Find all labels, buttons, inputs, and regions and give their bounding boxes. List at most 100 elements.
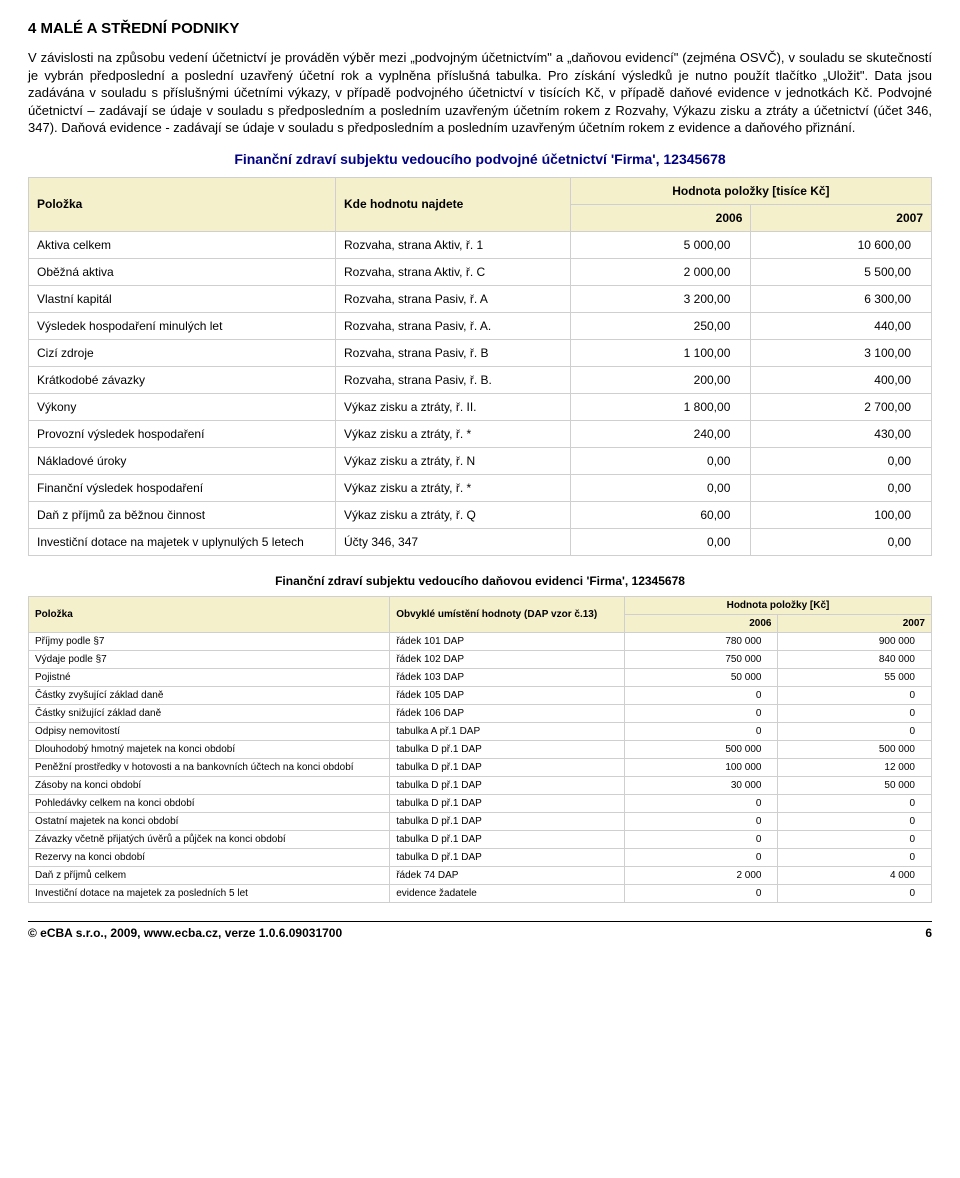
table-row: Částky snižující základ daněřádek 106 DA…: [29, 704, 932, 722]
table-row: Investiční dotace na majetek za poslední…: [29, 884, 932, 902]
t1-cell-v1: 60,00: [570, 501, 751, 528]
t2-cell-v1: 0: [624, 704, 778, 722]
t1-cell-v2: 440,00: [751, 312, 932, 339]
t2-cell-p: Pojistné: [29, 668, 390, 686]
t2-h-y2: 2007: [778, 614, 932, 632]
table-row: Aktiva celkemRozvaha, strana Aktiv, ř. 1…: [29, 231, 932, 258]
t2-cell-p: Částky zvyšující základ daně: [29, 686, 390, 704]
t1-h-hodnota: Hodnota položky [tisíce Kč]: [570, 177, 931, 204]
t1-cell-v2: 3 100,00: [751, 339, 932, 366]
t2-cell-k: řádek 105 DAP: [390, 686, 625, 704]
t1-cell-v2: 0,00: [751, 447, 932, 474]
table-row: Daň z příjmů celkemřádek 74 DAP2 0004 00…: [29, 866, 932, 884]
table-row: Finanční výsledek hospodařeníVýkaz zisku…: [29, 474, 932, 501]
table1: Položka Kde hodnotu najdete Hodnota polo…: [28, 177, 932, 556]
table-row: Odpisy nemovitostítabulka A př.1 DAP00: [29, 722, 932, 740]
t2-cell-p: Částky snižující základ daně: [29, 704, 390, 722]
t2-cell-v1: 0: [624, 722, 778, 740]
t1-cell-k: Výkaz zisku a ztráty, ř. N: [336, 447, 571, 474]
t1-cell-k: Účty 346, 347: [336, 528, 571, 555]
t1-cell-v2: 0,00: [751, 474, 932, 501]
table-row: Investiční dotace na majetek v uplynulýc…: [29, 528, 932, 555]
t1-cell-k: Rozvaha, strana Pasiv, ř. B: [336, 339, 571, 366]
t2-cell-v2: 4 000: [778, 866, 932, 884]
t2-cell-v2: 50 000: [778, 776, 932, 794]
table-row: Ostatní majetek na konci obdobítabulka D…: [29, 812, 932, 830]
t1-cell-v1: 3 200,00: [570, 285, 751, 312]
t2-cell-k: evidence žadatele: [390, 884, 625, 902]
table2: Položka Obvyklé umístění hodnoty (DAP vz…: [28, 596, 932, 903]
t1-cell-p: Cizí zdroje: [29, 339, 336, 366]
t2-cell-k: řádek 106 DAP: [390, 704, 625, 722]
t1-cell-p: Finanční výsledek hospodaření: [29, 474, 336, 501]
table-row: Zásoby na konci obdobítabulka D př.1 DAP…: [29, 776, 932, 794]
table-row: Peněžní prostředky v hotovosti a na bank…: [29, 758, 932, 776]
t2-cell-p: Dlouhodobý hmotný majetek na konci obdob…: [29, 740, 390, 758]
table-row: Rezervy na konci obdobítabulka D př.1 DA…: [29, 848, 932, 866]
t2-cell-k: tabulka D př.1 DAP: [390, 830, 625, 848]
t1-h-polozka: Položka: [29, 177, 336, 231]
t1-cell-p: Výkony: [29, 393, 336, 420]
t1-cell-v1: 1 800,00: [570, 393, 751, 420]
t2-cell-p: Zásoby na konci období: [29, 776, 390, 794]
t2-cell-v2: 12 000: [778, 758, 932, 776]
t1-cell-k: Rozvaha, strana Pasiv, ř. A.: [336, 312, 571, 339]
t1-cell-v1: 0,00: [570, 528, 751, 555]
t2-cell-v2: 55 000: [778, 668, 932, 686]
t1-cell-v1: 200,00: [570, 366, 751, 393]
t1-cell-p: Nákladové úroky: [29, 447, 336, 474]
footer: © eCBA s.r.o., 2009, www.ecba.cz, verze …: [28, 921, 932, 940]
t2-cell-p: Rezervy na konci období: [29, 848, 390, 866]
table-row: Pojistnéřádek 103 DAP50 00055 000: [29, 668, 932, 686]
table-row: Výsledek hospodaření minulých letRozvaha…: [29, 312, 932, 339]
t2-cell-v2: 840 000: [778, 650, 932, 668]
heading-rest: ALÉ A STŘEDNÍ PODNIKY: [53, 20, 239, 37]
footer-right: 6: [925, 926, 932, 940]
t1-cell-k: Rozvaha, strana Pasiv, ř. A: [336, 285, 571, 312]
table-row: Dlouhodobý hmotný majetek na konci obdob…: [29, 740, 932, 758]
t2-cell-v2: 0: [778, 704, 932, 722]
t2-cell-k: tabulka A př.1 DAP: [390, 722, 625, 740]
table-row: Oběžná aktivaRozvaha, strana Aktiv, ř. C…: [29, 258, 932, 285]
t2-cell-k: řádek 102 DAP: [390, 650, 625, 668]
t2-cell-p: Odpisy nemovitostí: [29, 722, 390, 740]
t1-cell-v2: 100,00: [751, 501, 932, 528]
t2-cell-p: Daň z příjmů celkem: [29, 866, 390, 884]
t1-cell-p: Výsledek hospodaření minulých let: [29, 312, 336, 339]
table-row: Krátkodobé závazkyRozvaha, strana Pasiv,…: [29, 366, 932, 393]
table-row: Cizí zdrojeRozvaha, strana Pasiv, ř. B1 …: [29, 339, 932, 366]
t2-cell-v2: 0: [778, 884, 932, 902]
t2-cell-v1: 0: [624, 830, 778, 848]
t2-cell-p: Výdaje podle §7: [29, 650, 390, 668]
t2-cell-v1: 0: [624, 884, 778, 902]
t1-cell-v1: 0,00: [570, 474, 751, 501]
t1-cell-v1: 1 100,00: [570, 339, 751, 366]
t2-cell-v1: 750 000: [624, 650, 778, 668]
table-row: Pohledávky celkem na konci obdobítabulka…: [29, 794, 932, 812]
t1-cell-k: Rozvaha, strana Pasiv, ř. B.: [336, 366, 571, 393]
table-row: Výdaje podle §7řádek 102 DAP750 000840 0…: [29, 650, 932, 668]
t2-cell-v1: 30 000: [624, 776, 778, 794]
t2-cell-v2: 0: [778, 830, 932, 848]
intro-paragraph: V závislosti na způsobu vedení účetnictv…: [28, 49, 932, 137]
t2-cell-p: Příjmy podle §7: [29, 632, 390, 650]
t1-cell-v2: 10 600,00: [751, 231, 932, 258]
t2-cell-k: tabulka D př.1 DAP: [390, 812, 625, 830]
t1-h-kde: Kde hodnotu najdete: [336, 177, 571, 231]
t1-cell-v2: 430,00: [751, 420, 932, 447]
t2-cell-v2: 900 000: [778, 632, 932, 650]
table-row: Příjmy podle §7řádek 101 DAP780 000900 0…: [29, 632, 932, 650]
t1-cell-v1: 0,00: [570, 447, 751, 474]
t2-cell-p: Investiční dotace na majetek za poslední…: [29, 884, 390, 902]
t2-cell-v2: 0: [778, 722, 932, 740]
t2-cell-k: řádek 101 DAP: [390, 632, 625, 650]
t1-cell-v2: 400,00: [751, 366, 932, 393]
t2-cell-v2: 500 000: [778, 740, 932, 758]
t1-cell-v2: 0,00: [751, 528, 932, 555]
t2-h-kde: Obvyklé umístění hodnoty (DAP vzor č.13): [390, 596, 625, 632]
t2-cell-v2: 0: [778, 686, 932, 704]
t2-cell-k: řádek 74 DAP: [390, 866, 625, 884]
table2-title: Finanční zdraví subjektu vedoucího daňov…: [28, 574, 932, 588]
t1-cell-p: Provozní výsledek hospodaření: [29, 420, 336, 447]
t1-cell-p: Krátkodobé závazky: [29, 366, 336, 393]
